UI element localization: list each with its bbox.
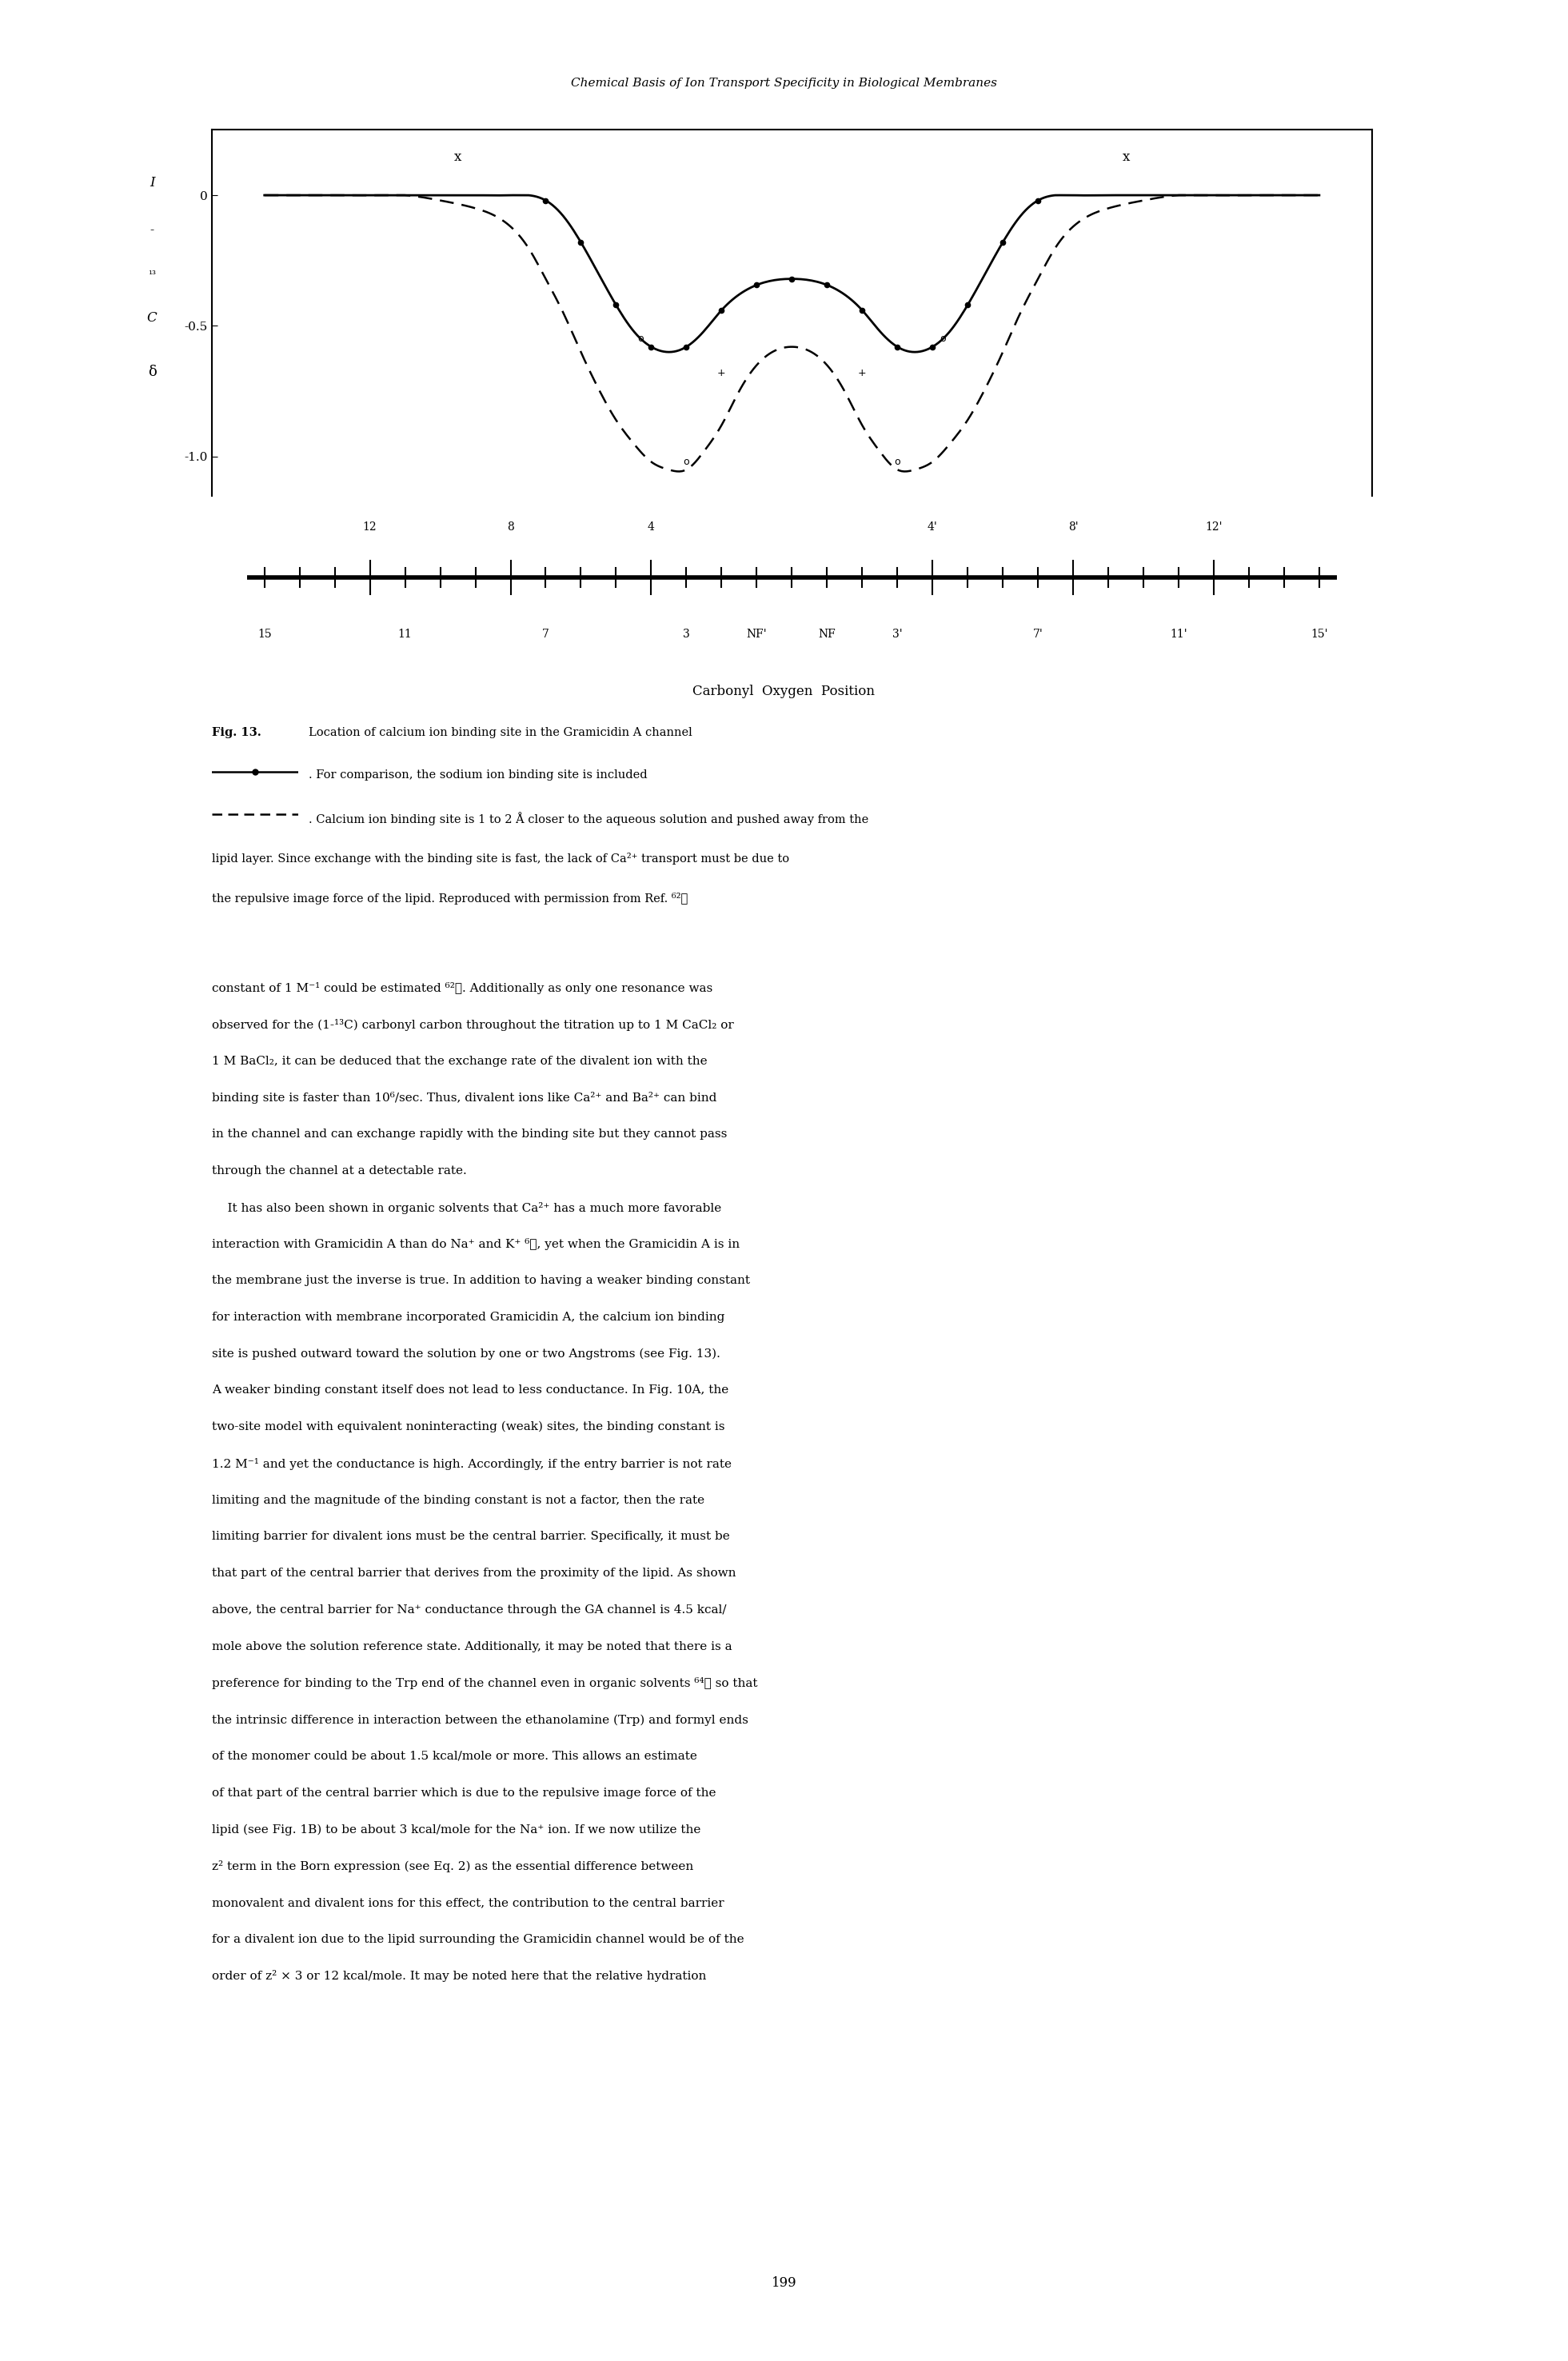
Text: +: + (717, 368, 726, 378)
Text: the repulsive image force of the lipid. Reproduced with permission from Ref. ⁶²⧩: the repulsive image force of the lipid. … (212, 892, 688, 904)
Text: of that part of the central barrier which is due to the repulsive image force of: of that part of the central barrier whic… (212, 1787, 717, 1799)
Text: 7': 7' (1033, 628, 1043, 640)
Text: two-site model with equivalent noninteracting (weak) sites, the binding constant: two-site model with equivalent nonintera… (212, 1421, 724, 1433)
Text: preference for binding to the Trp end of the channel even in organic solvents ⁶⁴: preference for binding to the Trp end of… (212, 1679, 757, 1690)
Text: -: - (151, 224, 154, 236)
Text: 12': 12' (1206, 522, 1223, 534)
Text: binding site is faster than 10⁶/sec. Thus, divalent ions like Ca²⁺ and Ba²⁺ can : binding site is faster than 10⁶/sec. Thu… (212, 1093, 717, 1105)
Text: Carbonyl  Oxygen  Position: Carbonyl Oxygen Position (693, 685, 875, 699)
Text: o: o (939, 333, 946, 345)
Text: observed for the (1-¹³C) carbonyl carbon throughout the titration up to 1 M CaCl: observed for the (1-¹³C) carbonyl carbon… (212, 1020, 734, 1032)
Text: 4: 4 (648, 522, 655, 534)
Text: 12: 12 (362, 522, 376, 534)
Text: Chemical Basis of Ion Transport Specificity in Biological Membranes: Chemical Basis of Ion Transport Specific… (571, 78, 997, 90)
Text: limiting barrier for divalent ions must be the central barrier. Specifically, it: limiting barrier for divalent ions must … (212, 1532, 729, 1542)
Text: 3: 3 (682, 628, 690, 640)
Text: lipid layer. Since exchange with the binding site is fast, the lack of Ca²⁺ tran: lipid layer. Since exchange with the bin… (212, 852, 789, 864)
Text: 8: 8 (506, 522, 514, 534)
Text: interaction with Gramicidin A than do Na⁺ and K⁺ ⁶⧩, yet when the Gramicidin A i: interaction with Gramicidin A than do Na… (212, 1240, 740, 1251)
Text: order of z² × 3 or 12 kcal/mole. It may be noted here that the relative hydratio: order of z² × 3 or 12 kcal/mole. It may … (212, 1971, 706, 1983)
Text: lipid (see Fig. 1B) to be about 3 kcal/mole for the Na⁺ ion. If we now utilize t: lipid (see Fig. 1B) to be about 3 kcal/m… (212, 1825, 701, 1834)
Text: 7: 7 (543, 628, 549, 640)
Text: Fig. 13.: Fig. 13. (212, 727, 260, 739)
Text: the intrinsic difference in interaction between the ethanolamine (Trp) and formy: the intrinsic difference in interaction … (212, 1714, 748, 1726)
Text: 199: 199 (771, 2276, 797, 2290)
Text: NF: NF (818, 628, 836, 640)
Text: the membrane just the inverse is true. In addition to having a weaker binding co: the membrane just the inverse is true. I… (212, 1275, 750, 1287)
Text: . Calcium ion binding site is 1 to 2 Å closer to the aqueous solution and pushed: . Calcium ion binding site is 1 to 2 Å c… (309, 812, 869, 826)
Text: Location of calcium ion binding site in the Gramicidin A channel: Location of calcium ion binding site in … (309, 727, 693, 739)
Text: limiting and the magnitude of the binding constant is not a factor, then the rat: limiting and the magnitude of the bindin… (212, 1495, 704, 1506)
Text: for a divalent ion due to the lipid surrounding the Gramicidin channel would be : for a divalent ion due to the lipid surr… (212, 1934, 743, 1945)
Text: A weaker binding constant itself does not lead to less conductance. In Fig. 10A,: A weaker binding constant itself does no… (212, 1386, 729, 1395)
Text: ¹³: ¹³ (147, 269, 157, 281)
Text: that part of the central barrier that derives from the proximity of the lipid. A: that part of the central barrier that de… (212, 1568, 735, 1580)
Text: o: o (894, 456, 900, 467)
Text: o: o (684, 456, 690, 467)
Text: x: x (1123, 151, 1129, 163)
Text: . For comparison, the sodium ion binding site is included: . For comparison, the sodium ion binding… (309, 770, 648, 781)
Text: site is pushed outward toward the solution by one or two Angstroms (see Fig. 13): site is pushed outward toward the soluti… (212, 1348, 720, 1360)
Text: 1 M BaCl₂, it can be deduced that the exchange rate of the divalent ion with the: 1 M BaCl₂, it can be deduced that the ex… (212, 1055, 707, 1067)
Text: 1.2 M⁻¹ and yet the conductance is high. Accordingly, if the entry barrier is no: 1.2 M⁻¹ and yet the conductance is high.… (212, 1459, 731, 1471)
Text: through the channel at a detectable rate.: through the channel at a detectable rate… (212, 1166, 467, 1176)
Text: 15': 15' (1311, 628, 1328, 640)
Text: 4': 4' (927, 522, 938, 534)
Text: for interaction with membrane incorporated Gramicidin A, the calcium ion binding: for interaction with membrane incorporat… (212, 1313, 724, 1322)
Text: constant of 1 M⁻¹ could be estimated ⁶²⧩. Additionally as only one resonance was: constant of 1 M⁻¹ could be estimated ⁶²⧩… (212, 982, 712, 994)
Text: mole above the solution reference state. Additionally, it may be noted that ther: mole above the solution reference state.… (212, 1641, 732, 1653)
Text: 15: 15 (257, 628, 271, 640)
Text: +: + (858, 368, 867, 378)
Text: above, the central barrier for Na⁺ conductance through the GA channel is 4.5 kca: above, the central barrier for Na⁺ condu… (212, 1605, 726, 1615)
Text: of the monomer could be about 1.5 kcal/mole or more. This allows an estimate: of the monomer could be about 1.5 kcal/m… (212, 1752, 696, 1761)
Text: I: I (149, 177, 155, 189)
Text: It has also been shown in organic solvents that Ca²⁺ has a much more favorable: It has also been shown in organic solven… (212, 1202, 721, 1214)
Text: x: x (455, 151, 461, 163)
Text: δ: δ (147, 364, 157, 380)
Text: o: o (638, 333, 644, 345)
Text: monovalent and divalent ions for this effect, the contribution to the central ba: monovalent and divalent ions for this ef… (212, 1898, 724, 1908)
Text: C: C (147, 312, 157, 323)
Text: 11: 11 (398, 628, 412, 640)
Text: z² term in the Born expression (see Eq. 2) as the essential difference between: z² term in the Born expression (see Eq. … (212, 1860, 693, 1872)
Text: NF': NF' (746, 628, 767, 640)
Text: 11': 11' (1170, 628, 1187, 640)
Text: in the channel and can exchange rapidly with the binding site but they cannot pa: in the channel and can exchange rapidly … (212, 1129, 728, 1140)
Text: 3': 3' (892, 628, 902, 640)
Text: 8': 8' (1068, 522, 1079, 534)
